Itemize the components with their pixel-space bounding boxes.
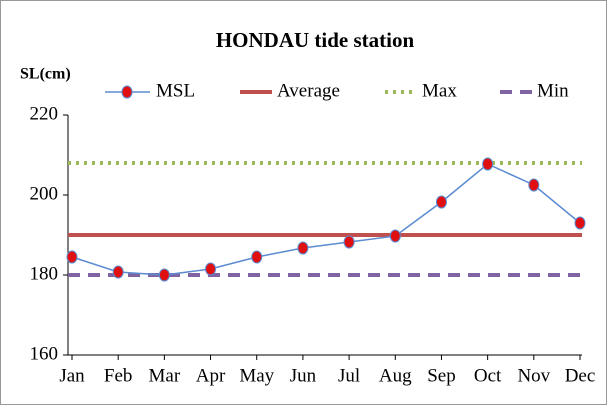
x-tick-label: Nov <box>517 365 550 386</box>
data-point <box>574 216 586 230</box>
x-tick-label: Jul <box>338 365 360 386</box>
data-point <box>158 268 170 282</box>
y-tick-label: 180 <box>30 263 59 284</box>
data-point <box>482 157 494 171</box>
y-tick-label: 220 <box>30 103 59 124</box>
y-tick-label: 160 <box>30 343 59 364</box>
x-tick-label: Oct <box>474 365 502 386</box>
data-point <box>112 265 124 279</box>
x-tick-label: May <box>239 365 274 386</box>
data-point <box>251 250 263 264</box>
x-tick-label: Jan <box>59 365 85 386</box>
y-tick-label: 200 <box>30 183 59 204</box>
x-tick-label: Dec <box>565 365 596 386</box>
data-point <box>297 241 309 255</box>
data-point <box>435 195 447 209</box>
data-point <box>343 235 355 249</box>
y-axis-label: SL(cm) <box>20 66 71 83</box>
chart-title: HONDAU tide station <box>216 28 415 52</box>
x-tick-label: Aug <box>379 365 412 386</box>
legend-label: Min <box>537 80 569 101</box>
x-tick-label: Feb <box>104 365 133 386</box>
data-point <box>389 229 401 243</box>
legend-marker <box>121 85 133 99</box>
legend-label: Max <box>422 80 457 101</box>
series-line <box>71 163 581 276</box>
x-tick-label: Jun <box>290 365 317 386</box>
x-tick-label: Apr <box>196 365 226 386</box>
x-tick-label: Mar <box>149 365 181 386</box>
x-tick-label: Sep <box>427 365 456 386</box>
data-point <box>205 262 217 276</box>
legend-label: MSL <box>156 80 195 101</box>
data-point <box>66 250 78 264</box>
data-point <box>528 178 540 192</box>
legend-label: Average <box>277 80 340 101</box>
